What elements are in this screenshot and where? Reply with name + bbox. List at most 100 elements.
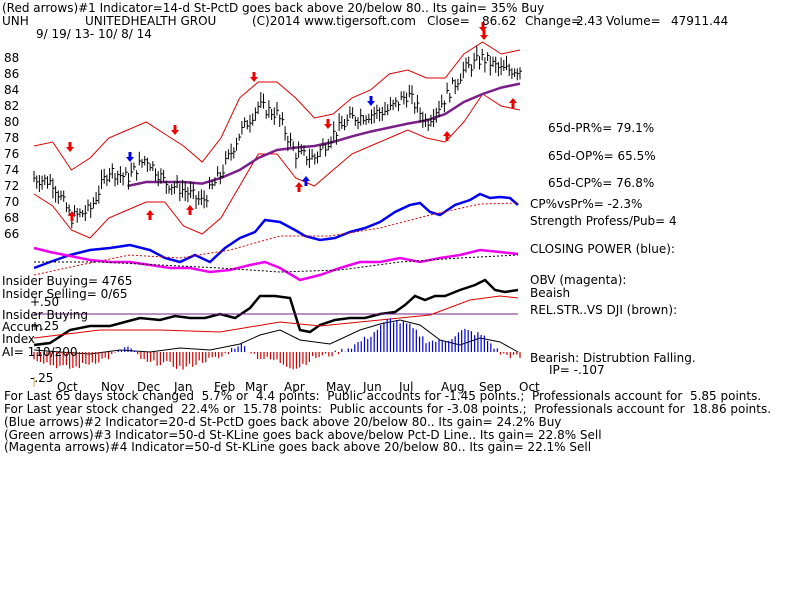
signal-arrow xyxy=(66,142,74,152)
arrow-shaft xyxy=(304,180,308,186)
arrow-head xyxy=(186,205,194,210)
y-tick-label: 78 xyxy=(4,131,19,145)
close-value: 86.62 xyxy=(482,14,517,28)
y-tick-label: 68 xyxy=(4,211,19,225)
signal-arrows xyxy=(66,22,517,221)
accum-plus25: +.25 xyxy=(30,319,60,333)
accum-minus25: -.25 xyxy=(30,371,54,385)
volume-value: 47911.44 xyxy=(671,14,729,28)
x-tick-label: Oct xyxy=(519,380,540,394)
footer-magenta-arrows: (Magenta arrows)#4 Indicator=50-d St-KLi… xyxy=(4,440,592,454)
y-tick-label: 86 xyxy=(4,67,19,81)
arrow-shaft xyxy=(70,215,74,221)
arrow-shaft xyxy=(128,152,132,158)
y-tick-label: 72 xyxy=(4,179,19,193)
cpvspr-label: CP%vsPr%= -2.3% xyxy=(530,197,643,211)
arrow-shaft xyxy=(173,125,177,131)
arrow-head xyxy=(146,210,154,215)
signal-arrow xyxy=(324,119,332,129)
insider-buying: Insider Buying= 4765 xyxy=(2,274,133,288)
footer-65day: For Last 65 days stock changed 5.7% or 4… xyxy=(4,389,762,403)
price-bars xyxy=(33,46,522,229)
company-name: UNITEDHEALTH GROU xyxy=(85,14,217,28)
accum-label: Accum xyxy=(2,320,43,334)
arrow-head xyxy=(250,77,258,82)
arrow-shaft xyxy=(297,186,301,192)
insider-buying-2: Insider Buying xyxy=(2,308,88,322)
accumulation-histogram xyxy=(33,318,521,370)
relative-strength-line xyxy=(33,278,519,347)
arrow-head xyxy=(68,211,76,216)
y-tick-label: 66 xyxy=(4,227,19,241)
copyright: (C)2014 www.tigersoft.com xyxy=(252,14,416,28)
relstr-label: REL.STR..VS DJI (brown): xyxy=(530,303,678,317)
signal-arrow xyxy=(509,98,517,108)
closing-power-label: CLOSING POWER (blue): xyxy=(530,242,675,256)
relstr-ma xyxy=(33,295,519,339)
y-tick-label: 76 xyxy=(4,147,19,161)
change-label: Change= xyxy=(525,14,581,28)
index-label: Index xyxy=(2,332,36,346)
signal-arrow xyxy=(480,30,488,40)
arrow-shaft xyxy=(369,96,373,102)
signal-arrow xyxy=(186,205,194,215)
ip-label: IP= -.107 xyxy=(549,363,605,377)
op-label: 65d-OP%= 65.5% xyxy=(548,149,656,163)
x-tick-label: Feb xyxy=(214,380,235,394)
arrow-head xyxy=(302,176,310,181)
x-tick-label: Apr xyxy=(284,380,305,394)
ticker-symbol: UNH xyxy=(2,14,29,28)
arrow-shaft xyxy=(188,209,192,215)
close-label: Close= xyxy=(427,14,470,28)
x-axis-labels: Oct Nov Dec Jan Feb Mar Apr May Jun Jul Aug Sep Oct xyxy=(33,377,540,394)
arrow-shaft xyxy=(482,30,486,36)
upper-band-line xyxy=(33,41,521,171)
arrow-head xyxy=(66,147,74,152)
signal-arrow xyxy=(302,176,310,186)
change-value: 2.43 xyxy=(576,14,603,28)
y-axis-labels: 66 68 70 72 74 76 78 80 82 84 86 88 xyxy=(4,51,19,241)
x-tick-label: Jul xyxy=(398,380,413,394)
x-tick-label: Oct xyxy=(57,380,78,394)
strength-label: Strength Profess/Pub= 4 xyxy=(530,214,677,228)
signal-arrow xyxy=(250,72,258,82)
signal-arrow xyxy=(146,210,154,220)
x-tick-label: Jan xyxy=(173,380,193,394)
volume-label: Volume= xyxy=(606,14,661,28)
arrow-shaft xyxy=(511,102,515,108)
pr-label: 65d-PR%= 79.1% xyxy=(548,121,655,135)
moving-average-line xyxy=(127,82,521,188)
arrow-shaft xyxy=(252,72,256,78)
date-range: 9/ 19/ 13- 10/ 8/ 14 xyxy=(36,27,152,41)
x-tick-label: Dec xyxy=(137,380,160,394)
signal-arrow xyxy=(68,211,76,221)
red-arrow-legend: (Red arrows)#1 Indicator=14-d St-PctD go… xyxy=(2,1,545,15)
signal-arrow xyxy=(367,96,375,106)
arrow-head xyxy=(324,124,332,129)
arrow-head xyxy=(479,27,487,32)
y-tick-label: 80 xyxy=(4,115,19,129)
cp-label: 65d-CP%= 76.8% xyxy=(548,176,655,190)
obv-state: Beaish xyxy=(530,286,571,300)
y-tick-label: 88 xyxy=(4,51,19,65)
signal-arrow xyxy=(443,131,451,141)
ai-label: AI= 110/200 xyxy=(2,345,78,359)
insider-selling: Insider Selling= 0/65 xyxy=(2,287,128,301)
closing-power-line xyxy=(33,192,519,270)
bearish-label: Bearish: Distrubtion Falling. xyxy=(530,351,696,365)
x-tick-label: May xyxy=(326,380,351,394)
obv-line xyxy=(33,246,519,282)
x-tick-label: Sep xyxy=(479,380,502,394)
footer-blue-arrows: (Blue arrows)#2 Indicator=20-d St-PctD g… xyxy=(4,415,562,429)
arrow-shaft xyxy=(326,119,330,125)
arrow-head xyxy=(480,35,488,40)
closing-power-ma xyxy=(33,202,519,276)
arrow-shaft xyxy=(445,135,449,141)
x-tick-label: Jun xyxy=(362,380,382,394)
arrow-shaft xyxy=(148,214,152,220)
signal-arrow xyxy=(295,182,303,192)
x-tick-label: Aug xyxy=(441,380,464,394)
arrow-head xyxy=(367,101,375,106)
signal-arrow xyxy=(126,152,134,162)
